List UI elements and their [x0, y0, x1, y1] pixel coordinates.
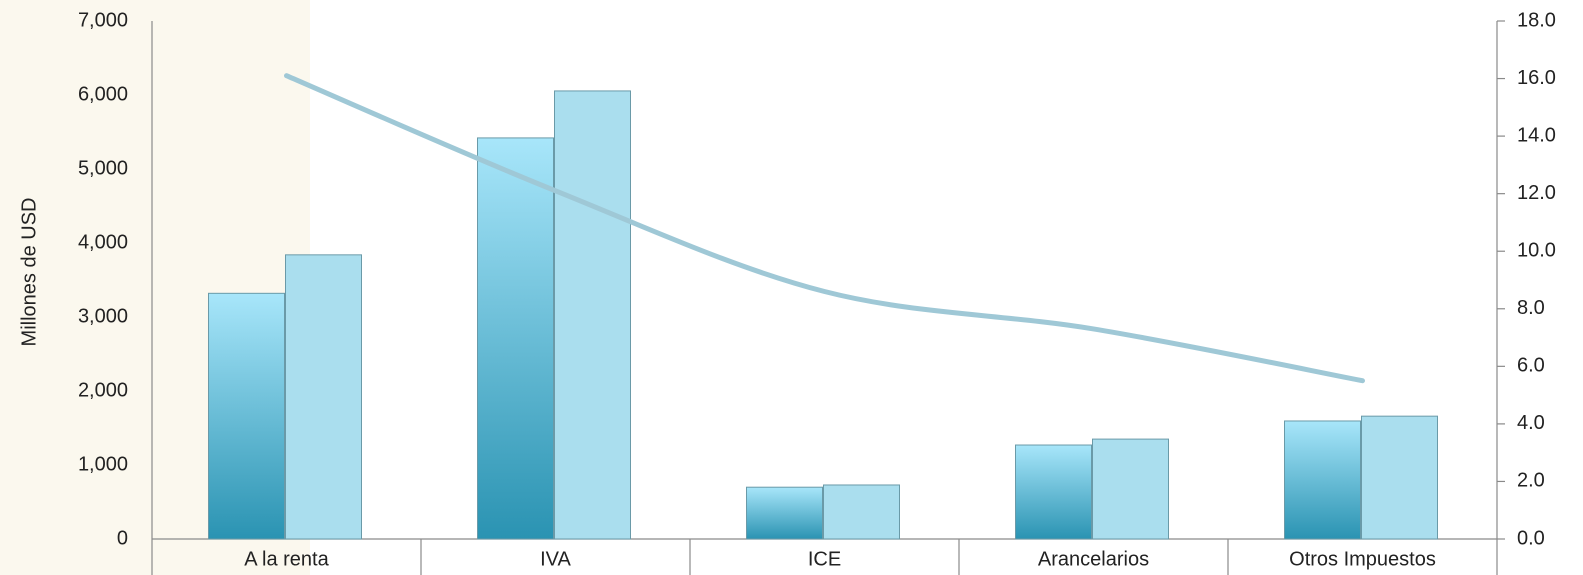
y-tick-label: 2,000 [78, 379, 128, 401]
bar [1092, 438, 1169, 540]
y2-tick-label: 6.0 [1517, 355, 1545, 377]
y-tick-label: 0 [117, 527, 128, 549]
bar [1361, 415, 1438, 540]
x-tick-label: ICE [808, 548, 841, 570]
y2-tick-label: 18.0 [1517, 9, 1556, 31]
y2-tick-label: 12.0 [1517, 182, 1556, 204]
y2-tick-label: 4.0 [1517, 412, 1545, 434]
bar [477, 137, 554, 540]
y2-tick-label: 16.0 [1517, 67, 1556, 89]
bar [746, 486, 823, 540]
bar [1015, 444, 1092, 540]
bar [823, 484, 900, 540]
y-tick-label: 7,000 [78, 9, 128, 31]
y-tick-label: 4,000 [78, 231, 128, 253]
y2-tick-label: 2.0 [1517, 470, 1545, 492]
x-tick-label: Otros Impuestos [1289, 548, 1436, 570]
line [284, 73, 1365, 384]
y2-tick-label: 14.0 [1517, 124, 1556, 146]
bar [208, 292, 285, 540]
y-axis-label: Millones de USD [18, 198, 40, 347]
x-tick-label: Arancelarios [1038, 548, 1149, 570]
y2-tick-label: 10.0 [1517, 240, 1556, 262]
y-tick-label: 1,000 [78, 453, 128, 475]
y2-tick-label: 0.0 [1517, 527, 1545, 549]
bar [1284, 420, 1361, 540]
bar [554, 90, 631, 540]
y-tick-label: 3,000 [78, 305, 128, 327]
y-tick-label: 6,000 [78, 83, 128, 105]
y2-tick-label: 8.0 [1517, 297, 1545, 319]
x-tick-label: IVA [540, 548, 571, 570]
y-tick-label: 5,000 [78, 157, 128, 179]
x-tick-label: A la renta [244, 548, 329, 570]
bar [285, 254, 362, 540]
